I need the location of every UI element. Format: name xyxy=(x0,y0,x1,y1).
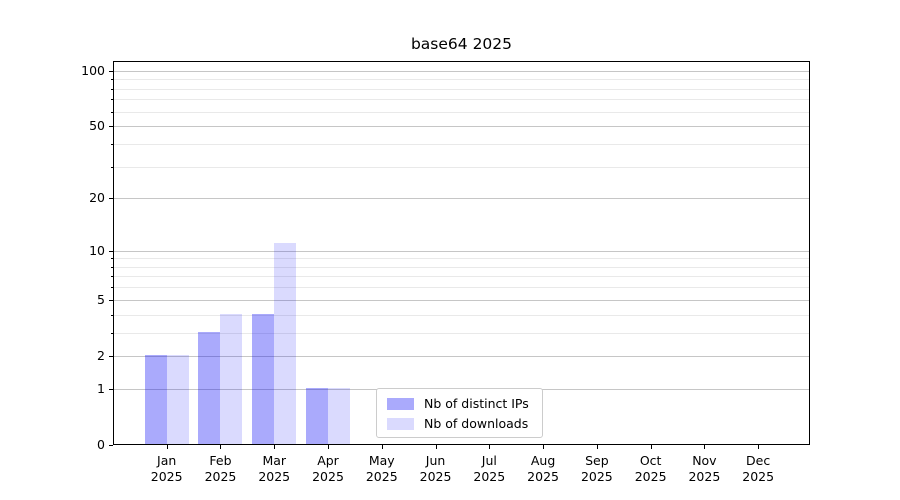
major-gridline xyxy=(114,355,809,357)
major-gridline xyxy=(114,250,809,252)
major-gridline xyxy=(114,198,809,200)
minor-gridline xyxy=(114,276,809,278)
x-tick-mark xyxy=(328,445,329,449)
bar-jan-downloads xyxy=(166,354,189,444)
bar-mar-distinct-ips xyxy=(252,313,275,444)
legend-item-downloads: Nb of downloads xyxy=(387,416,532,431)
y-tick-label: 50 xyxy=(89,118,105,134)
minor-gridline xyxy=(114,99,809,101)
legend-label-distinct-ips: Nb of distinct IPs xyxy=(424,396,529,411)
minor-gridline xyxy=(114,166,809,168)
y-minor-tick-mark xyxy=(110,79,113,81)
y-tick-label: 1 xyxy=(97,380,105,396)
bar-mar-downloads xyxy=(274,242,297,444)
y-tick-mark xyxy=(109,70,113,72)
minor-gridline xyxy=(114,258,809,260)
major-gridline xyxy=(114,70,809,72)
x-tick-mark xyxy=(489,445,491,449)
legend-swatch-downloads xyxy=(387,417,414,430)
bar-apr-downloads xyxy=(328,387,350,444)
y-tick-mark xyxy=(109,198,113,200)
x-tick-mark xyxy=(274,445,276,449)
y-minor-tick-mark xyxy=(110,276,113,278)
y-tick-label: 100 xyxy=(81,62,105,78)
x-tick-mark xyxy=(650,445,652,449)
x-tick-label-apr: Apr 2025 xyxy=(312,453,344,484)
major-gridline xyxy=(114,126,809,128)
chart-title: base64 2025 xyxy=(410,35,513,53)
x-tick-label-jul: Jul 2025 xyxy=(473,453,506,484)
y-tick-label: 0 xyxy=(97,437,105,452)
legend-label-downloads: Nb of downloads xyxy=(424,416,529,431)
y-tick-label: 10 xyxy=(89,242,105,258)
y-tick-mark xyxy=(109,445,113,446)
y-minor-tick-mark xyxy=(110,332,113,334)
x-tick-label-aug: Aug 2025 xyxy=(527,453,559,484)
x-tick-mark xyxy=(166,445,168,449)
y-tick-mark xyxy=(109,250,113,252)
x-tick-mark xyxy=(381,445,383,449)
x-tick-label-oct: Oct 2025 xyxy=(634,453,667,484)
x-tick-mark xyxy=(596,445,598,449)
y-tick-label: 2 xyxy=(97,347,105,363)
y-tick-mark xyxy=(109,355,113,357)
minor-gridline xyxy=(114,143,809,145)
minor-gridline xyxy=(114,111,809,113)
y-tick-label: 20 xyxy=(89,190,105,206)
legend-item-distinct-ips: Nb of distinct IPs xyxy=(387,396,532,411)
x-tick-mark xyxy=(543,445,545,449)
x-tick-label-jan: Jan 2025 xyxy=(150,453,183,484)
y-tick-label: 5 xyxy=(97,291,105,307)
plot-area xyxy=(113,61,810,445)
y-tick-mark xyxy=(109,388,113,390)
y-minor-tick-mark xyxy=(110,287,113,289)
major-gridline xyxy=(114,299,809,301)
y-minor-tick-mark xyxy=(110,99,113,101)
x-tick-mark xyxy=(220,445,222,449)
y-minor-tick-mark xyxy=(110,143,113,145)
x-tick-label-may: May 2025 xyxy=(365,453,398,484)
bar-jan-distinct-ips xyxy=(144,354,167,444)
x-tick-label-jun: Jun 2025 xyxy=(419,453,452,484)
x-tick-label-nov: Nov 2025 xyxy=(688,453,721,484)
x-tick-label-dec: Dec 2025 xyxy=(742,453,775,484)
minor-gridline xyxy=(114,332,809,334)
y-minor-tick-mark xyxy=(110,258,113,260)
minor-gridline xyxy=(114,314,809,316)
bar-feb-distinct-ips xyxy=(198,331,221,444)
x-tick-mark xyxy=(758,445,760,449)
x-tick-mark xyxy=(704,445,706,449)
y-minor-tick-mark xyxy=(110,314,113,316)
minor-gridline xyxy=(114,79,809,81)
legend-swatch-distinct-ips xyxy=(387,397,414,410)
y-minor-tick-mark xyxy=(110,111,113,113)
y-minor-tick-mark xyxy=(110,166,113,168)
y-minor-tick-mark xyxy=(110,266,113,268)
x-tick-label-feb: Feb 2025 xyxy=(204,453,237,484)
x-tick-label-mar: Mar 2025 xyxy=(258,453,291,484)
minor-gridline xyxy=(114,266,809,268)
y-minor-tick-mark xyxy=(110,88,113,90)
bar-feb-downloads xyxy=(220,313,243,444)
bar-apr-distinct-ips xyxy=(306,387,328,444)
x-tick-mark xyxy=(435,445,437,449)
y-tick-mark xyxy=(109,126,113,128)
y-tick-mark xyxy=(109,299,113,301)
legend: Nb of distinct IPs Nb of downloads xyxy=(376,388,543,438)
minor-gridline xyxy=(114,287,809,289)
x-tick-label-sep: Sep 2025 xyxy=(580,453,613,484)
minor-gridline xyxy=(114,88,809,90)
